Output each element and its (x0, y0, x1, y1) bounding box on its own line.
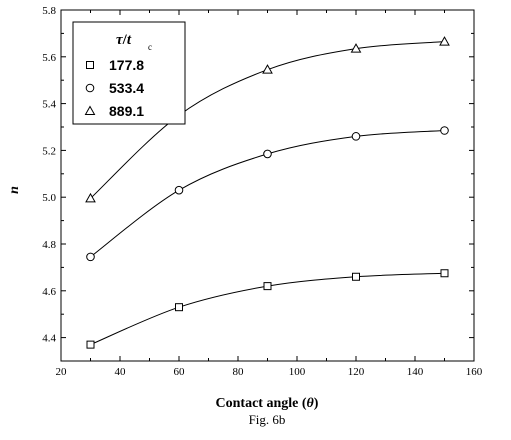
data-point-circle (86, 252, 95, 262)
y-tick-label: 4.8 (42, 239, 56, 251)
data-point-square (352, 272, 360, 281)
data-point-square (263, 282, 272, 291)
data-point-circle (174, 185, 184, 195)
legend-items: 177.8 533.4 889.1 (84, 57, 144, 119)
y-tick-label: 5.4 (42, 99, 56, 111)
x-axis-label-main: Contact angle ( (216, 396, 307, 411)
legend-title-subscript: c (148, 42, 152, 52)
y-tick-label: 4.4 (42, 333, 56, 345)
y-tick-label: 5.2 (42, 145, 56, 157)
legend-title-slash: / (122, 32, 128, 48)
legend-marker-square (86, 61, 94, 69)
series-line-circle (90, 130, 445, 258)
x-axis-label-close: ) (314, 396, 319, 411)
data-point-triangle (85, 192, 96, 203)
y-axis-label: n (7, 186, 22, 194)
x-tick-label: 20 (56, 366, 68, 378)
x-axis-label-symbol: θ (307, 396, 315, 411)
x-tick-label: 120 (348, 366, 365, 378)
legend-label: 533.4 (109, 80, 144, 96)
x-axis-label: Contact angle (θ) (216, 396, 319, 411)
y-tick-label: 5.8 (42, 5, 56, 17)
x-tick-label: 140 (407, 366, 424, 378)
legend-title: τ/t (116, 32, 132, 48)
data-point-triangle (262, 64, 273, 74)
legend-box (72, 21, 186, 125)
legend-title-t: t (127, 32, 132, 48)
data-point-square (175, 303, 183, 312)
legend-marker-triangle (84, 105, 96, 115)
data-point-square (86, 340, 95, 349)
data-point-circle (263, 149, 272, 159)
legend-marker-circle (85, 83, 95, 93)
data-point-triangle (439, 36, 450, 46)
legend-title-tau: τ (116, 32, 124, 48)
y-tick-label: 4.6 (42, 286, 56, 298)
y-tick-label: 5.6 (42, 52, 56, 64)
series-markers (85, 36, 450, 349)
data-point-triangle (350, 43, 362, 53)
legend-label: 177.8 (109, 57, 144, 73)
x-tick-label: 100 (289, 366, 306, 378)
data-point-circle (440, 126, 449, 135)
series-line-triangle (90, 41, 445, 199)
y-tick-label: 5.0 (42, 192, 56, 204)
data-point-circle (351, 132, 361, 141)
legend-label: 889.1 (109, 103, 144, 119)
x-tick-label: 40 (115, 366, 127, 378)
axis-ticks: 20 40 60 80 100 120 140 160 4.4 4.6 4.8 5.0 5.2 5.4 5.… (42, 5, 483, 378)
data-point-square (440, 269, 449, 278)
x-tick-label: 60 (174, 366, 186, 378)
x-tick-label: 160 (466, 366, 483, 378)
legend: τ/t c 177.8 533.4 889.1 (72, 21, 186, 125)
x-tick-label: 80 (233, 366, 245, 378)
figure-caption: Fig. 6b (249, 412, 286, 427)
